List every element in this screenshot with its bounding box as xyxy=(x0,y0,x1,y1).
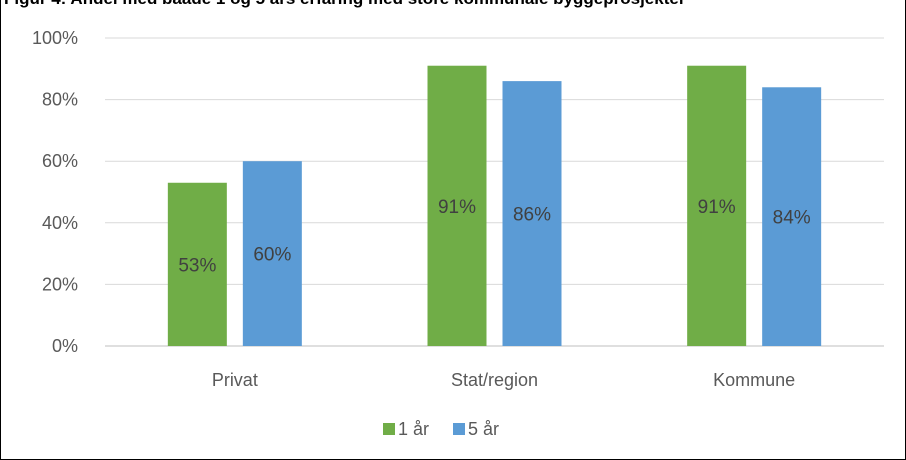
x-axis: Privat Stat/region Kommune xyxy=(212,370,795,390)
chart-title: Figur 4: Andel med baade 1 og 5 ars erfa… xyxy=(4,0,685,9)
data-label: 84% xyxy=(773,208,811,229)
chart-title-strip: Figur 4: Andel med baade 1 og 5 ars erfa… xyxy=(0,0,906,9)
data-label: 86% xyxy=(513,205,551,226)
gridlines xyxy=(105,37,884,347)
bars: 53% 60% 91% 86% 91% 84% xyxy=(167,65,822,347)
data-label: 91% xyxy=(438,197,476,218)
y-tick-label: 80% xyxy=(42,90,78,110)
y-tick-label: 40% xyxy=(42,213,78,233)
bar xyxy=(762,87,822,346)
y-axis: 0% 20% 40% 60% 80% 100% xyxy=(32,28,78,356)
y-tick-label: 60% xyxy=(42,151,78,171)
x-tick-label: Kommune xyxy=(713,370,795,390)
x-tick-label: Privat xyxy=(212,370,258,390)
bar xyxy=(427,65,487,346)
y-tick-label: 0% xyxy=(52,336,78,356)
bar xyxy=(502,81,562,347)
legend-label: 1 år xyxy=(398,419,429,439)
data-label: 60% xyxy=(253,245,291,266)
bar xyxy=(687,65,747,346)
legend-swatch xyxy=(453,423,465,435)
y-tick-label: 20% xyxy=(42,274,78,294)
bar xyxy=(167,182,227,346)
legend-swatch xyxy=(383,423,395,435)
data-label: 91% xyxy=(698,197,736,218)
bar xyxy=(242,161,302,346)
legend: 1 år 5 år xyxy=(383,419,499,439)
y-tick-label: 100% xyxy=(32,28,78,48)
data-label: 53% xyxy=(178,255,216,276)
x-tick-label: Stat/region xyxy=(451,370,538,390)
legend-label: 5 år xyxy=(468,419,499,439)
